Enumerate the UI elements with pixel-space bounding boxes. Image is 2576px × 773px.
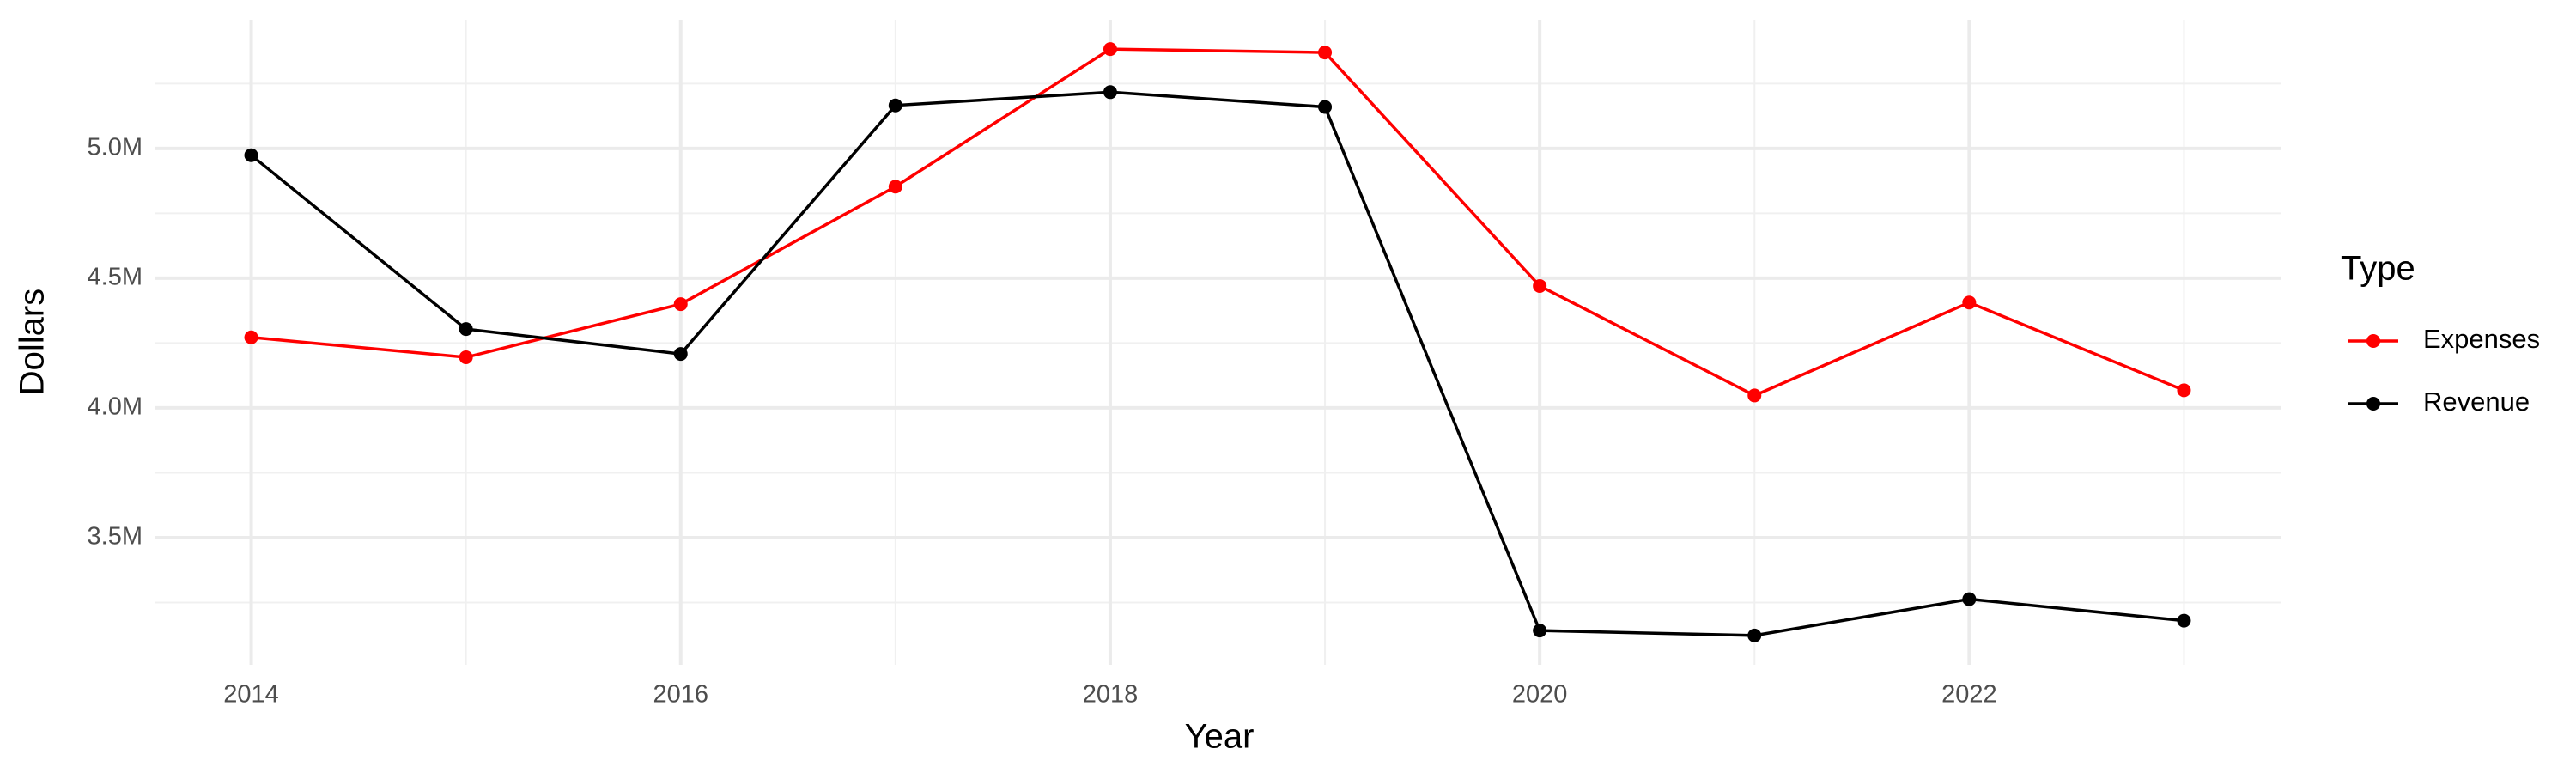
legend-title: Type: [2341, 250, 2415, 288]
data-point: [888, 180, 902, 194]
data-point: [1962, 295, 1977, 310]
legend-label: Expenses: [2423, 324, 2540, 354]
data-point: [673, 347, 688, 362]
legend-label: Revenue: [2423, 386, 2530, 417]
x-tick-label: 2014: [223, 681, 279, 709]
x-tick-label: 2022: [1941, 681, 1997, 709]
y-tick-label: 4.5M: [88, 264, 143, 291]
y-tick-label: 3.5M: [88, 523, 143, 551]
data-point: [673, 297, 688, 312]
data-point: [2177, 383, 2191, 398]
data-point: [888, 98, 902, 113]
x-axis-title: Year: [1185, 718, 1255, 756]
data-point: [244, 330, 258, 344]
data-point: [1747, 388, 1762, 403]
data-point: [1318, 46, 1333, 60]
x-tick-label: 2016: [653, 681, 708, 709]
x-tick-label: 2018: [1083, 681, 1139, 709]
data-point: [1533, 278, 1547, 293]
data-point: [459, 350, 473, 365]
x-tick-label: 2020: [1512, 681, 1568, 709]
y-tick-label: 4.0M: [88, 393, 143, 421]
data-point: [1103, 85, 1117, 100]
data-point: [1747, 628, 1762, 642]
data-point: [1103, 42, 1117, 57]
data-point: [244, 148, 258, 162]
y-axis-title: Dollars: [14, 289, 52, 395]
y-tick-label: 5.0M: [88, 133, 143, 161]
series-line: [250, 90, 2184, 637]
data-point: [1533, 624, 1547, 638]
legend-key-point: [2366, 397, 2380, 411]
data-point: [459, 322, 473, 337]
data-point: [1318, 100, 1333, 114]
series-line: [251, 47, 2185, 398]
data-point: [2177, 613, 2191, 628]
data-point: [1962, 592, 1977, 606]
legend-key-point: [2366, 334, 2380, 348]
